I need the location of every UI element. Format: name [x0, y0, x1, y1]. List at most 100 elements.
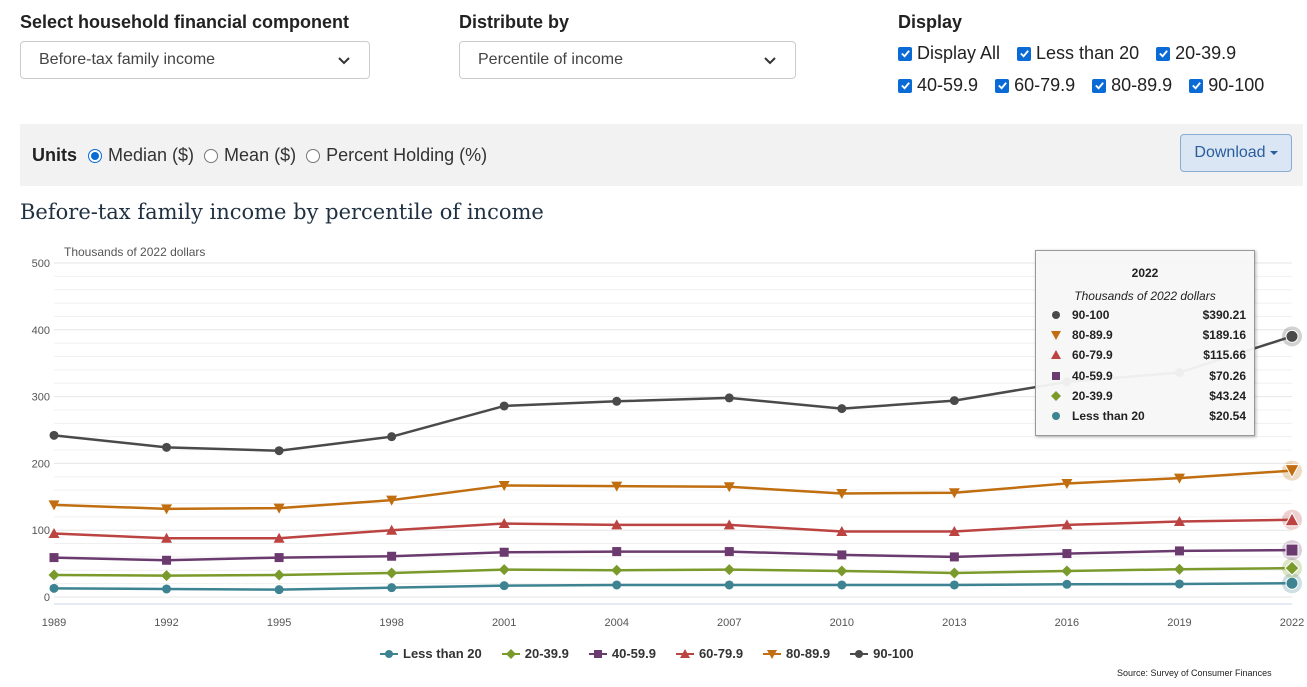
data-point-40-59-9	[837, 550, 847, 560]
data-point-80-89-9	[1173, 473, 1185, 484]
radio-label: Mean ($)	[224, 145, 297, 165]
x-tick-label: 2004	[604, 617, 628, 629]
data-point-less-than-20	[1174, 579, 1184, 589]
checkbox-icon[interactable]	[1189, 78, 1204, 93]
tooltip-series-name: 60-79.9	[1072, 348, 1113, 363]
checkbox-icon[interactable]	[898, 46, 912, 61]
tooltip-marker	[1051, 390, 1061, 401]
radio-label: Percent Holding (%)	[326, 145, 488, 165]
chart-tooltip: 2022 Thousands of 2022 dollars 90-100 $39…	[1035, 250, 1255, 436]
checkbox-80-89[interactable]: 80-89.9	[1092, 75, 1172, 96]
tooltip-series-value: $189.16	[1202, 328, 1246, 343]
checkbox-90-100[interactable]: 90-100	[1189, 75, 1264, 96]
data-point-60-79-9	[836, 526, 848, 537]
checkbox-less-than-20[interactable]: Less than 20	[1017, 43, 1139, 64]
checkbox-icon[interactable]	[1017, 46, 1032, 61]
data-point-40-59-9	[1174, 546, 1184, 556]
y-tick-label: 300	[32, 392, 50, 404]
data-point-60-79-9	[611, 519, 623, 530]
data-point-less-than-20	[949, 580, 959, 590]
x-tick-label: 1992	[154, 617, 178, 629]
tooltip-row: Less than 20 $20.54	[1036, 406, 1254, 426]
legend-marker	[767, 649, 778, 659]
component-select[interactable]: Before-tax family income	[20, 41, 370, 79]
tooltip-series-name: 20-39.9	[1072, 388, 1113, 403]
data-point-80-89-9	[948, 488, 960, 499]
checkbox-icon[interactable]	[898, 78, 912, 93]
y-tick-labels: 0 100 200 300 400 500	[32, 258, 50, 604]
units-label: Units	[32, 145, 77, 165]
legend-item[interactable]: 40-59.9	[588, 646, 656, 661]
checkbox-20-39[interactable]: 20-39.9	[1156, 43, 1236, 64]
data-point-80-89-9	[723, 482, 735, 493]
tooltip-marker-icon	[1051, 350, 1061, 360]
tooltip-series-name: 40-59.9	[1072, 368, 1113, 383]
legend-symbol-icon	[763, 649, 782, 659]
data-point-40-59-9	[724, 547, 734, 557]
tooltip-year: 2022	[1131, 266, 1159, 280]
legend-item[interactable]: Less than 20	[380, 646, 482, 661]
download-label: Download	[1194, 144, 1266, 161]
checkbox-icon[interactable]	[1156, 46, 1171, 61]
legend-symbol-icon	[380, 649, 398, 658]
checkbox-label: 40-59.9	[917, 75, 979, 95]
data-point-90-100	[724, 393, 734, 403]
data-point-less-than-20	[274, 585, 284, 595]
radio-icon[interactable]	[88, 148, 102, 163]
radio-mean[interactable]: Mean ($)	[204, 145, 296, 166]
data-point-20-39-9	[498, 564, 510, 576]
radio-percent-holding[interactable]: Percent Holding (%)	[306, 145, 487, 166]
data-point-40-59-9	[1062, 549, 1072, 559]
radio-median[interactable]: Median ($)	[88, 145, 194, 166]
checkbox-icon[interactable]	[995, 78, 1010, 93]
data-point-90-100	[612, 396, 622, 406]
x-tick-label: 2007	[717, 617, 741, 629]
legend-item[interactable]: 60-79.9	[675, 646, 744, 661]
x-tick-label: 2010	[830, 617, 854, 629]
data-point-60-79-9	[161, 532, 173, 543]
y-tick-label: 500	[32, 258, 50, 270]
y-tick-label: 100	[32, 525, 50, 537]
data-point-80-89-9	[273, 503, 285, 514]
radio-icon[interactable]	[306, 148, 321, 163]
download-button[interactable]: Download	[1180, 134, 1292, 172]
data-point-90-100	[499, 401, 509, 411]
tooltip-series-name: Less than 20	[1072, 409, 1145, 424]
legend-item[interactable]: 90-100	[850, 646, 914, 661]
checkbox-label: 90-100	[1208, 75, 1265, 95]
chart-legend: Less than 20 20-39.9 40-59.9 60-79.9 80-89.9…	[380, 646, 934, 661]
data-point-80-89-9	[611, 481, 623, 492]
series-60-79-9	[48, 509, 1302, 543]
checkbox-60-79[interactable]: 60-79.9	[995, 75, 1075, 96]
distribute-select[interactable]: Percentile of income	[459, 41, 796, 79]
legend-symbol-icon	[675, 648, 694, 658]
data-point-40-59-9	[1285, 543, 1299, 557]
legend-item[interactable]: 20-39.9	[501, 646, 569, 661]
series-line-80-89-9	[53, 469, 1293, 511]
data-point-80-89-9	[1284, 464, 1300, 479]
legend-marker	[855, 649, 864, 658]
distribute-label: Distribute by	[459, 12, 570, 32]
legend-label: Less than 20	[403, 646, 482, 661]
data-point-60-79-9	[723, 519, 735, 530]
checkbox-icon[interactable]	[1092, 78, 1107, 93]
component-select-value: Before-tax family income	[39, 51, 216, 68]
data-point-less-than-20	[837, 580, 847, 590]
x-tick-label: 2022	[1280, 617, 1304, 629]
x-tick-label: 2013	[942, 617, 966, 629]
data-point-20-39-9	[1061, 565, 1073, 577]
radio-icon[interactable]	[204, 148, 219, 163]
distribute-select-value: Percentile of income	[478, 51, 623, 68]
legend-label: 20-39.9	[524, 646, 569, 661]
tooltip-series-value: $20.54	[1209, 409, 1246, 424]
legend-item[interactable]: 80-89.9	[763, 646, 830, 661]
legend-symbol-icon	[501, 648, 520, 659]
checkbox-display-all[interactable]: Display All	[898, 43, 1000, 64]
legend-label: 60-79.9	[698, 646, 744, 661]
tooltip-rows: 90-100 $390.21 80-89.9 $189.16 60-79.9 $115.6…	[1036, 305, 1254, 426]
data-point-less-than-20	[724, 580, 734, 590]
checkbox-40-59[interactable]: 40-59.9	[898, 75, 978, 96]
data-point-40-59-9	[49, 553, 59, 563]
series-line-40-59-9	[53, 548, 1293, 562]
data-point-80-89-9	[161, 504, 173, 515]
